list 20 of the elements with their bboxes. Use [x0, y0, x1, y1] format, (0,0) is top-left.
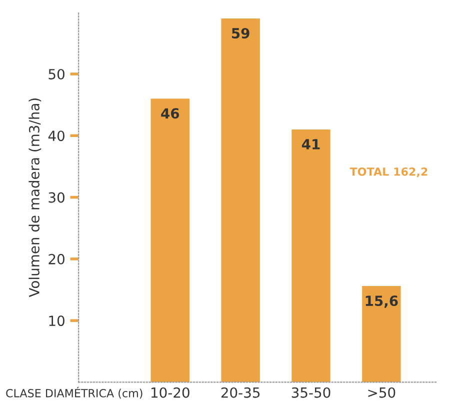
bar — [221, 18, 260, 382]
y-tick-label: 10 — [49, 316, 64, 326]
y-tick-label: 30 — [48, 192, 64, 203]
y-axis-title: Volumen de madera (m3/ha) — [28, 98, 42, 298]
x-tick-label: 20-35 — [221, 387, 260, 398]
y-tick-label: 50 — [48, 68, 64, 80]
y-tick-label: 20 — [48, 254, 64, 264]
x-tick-label: 35-50 — [292, 387, 330, 398]
data-label: 59 — [232, 28, 250, 38]
bar — [362, 286, 401, 382]
bar — [292, 129, 330, 382]
data-label: 41 — [302, 139, 320, 150]
y-tick-label: 40 — [48, 130, 64, 142]
data-label: 15,6 — [366, 296, 398, 308]
x-tick-label: 10-20 — [151, 387, 190, 398]
annotation: TOTAL 162,2 — [350, 167, 428, 178]
x-tick-label: >50 — [368, 387, 396, 398]
bar — [150, 98, 190, 382]
x-axis-title: CLASE DIAMÉTRICA (cm) — [6, 386, 142, 399]
data-label: 46 — [161, 108, 180, 119]
